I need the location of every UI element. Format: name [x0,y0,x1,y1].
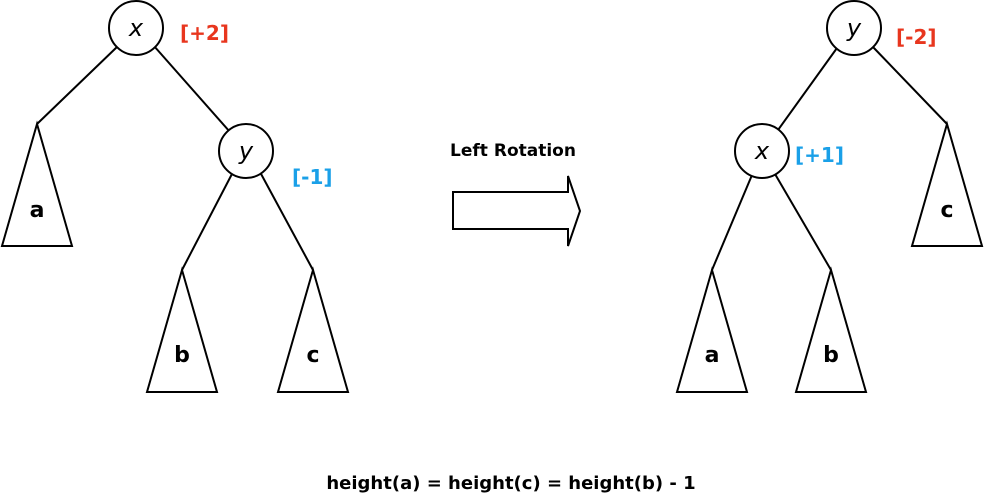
node-y-right-label: y [846,14,862,42]
height-formula: height(a) = height(c) = height(b) - 1 [326,473,695,494]
edge-y-to-c [259,171,314,271]
edge-x-to-a [711,174,753,271]
subtree-a-label: a [30,198,45,223]
subtree-b-triangle-right [794,266,868,393]
right-arrow-icon [452,175,582,247]
node-y [218,123,274,179]
node-x-right [734,123,790,179]
subtree-c-right-label: c [940,198,953,223]
balance-y-right: [-2] [896,25,937,49]
edge-y-to-c [871,45,948,125]
balance-y-left: [-1] [292,165,333,189]
subtree-c-triangle-right [910,120,984,247]
subtree-b-label: b [174,343,190,368]
edge-y-to-b [181,171,234,271]
node-y-right [826,0,882,56]
edge-x-to-a [36,45,119,125]
subtree-b-triangle [145,266,219,393]
left-rotation-caption: Left Rotation [450,141,576,161]
balance-x-left: [+2] [180,21,229,45]
node-x [108,0,164,56]
edge-x-to-b [774,173,832,271]
subtree-b-right-label: b [823,343,839,368]
left-tree [0,0,350,393]
node-x-label: x [128,14,144,42]
edge-y-to-x [777,47,838,131]
subtree-c-label: c [306,343,319,368]
subtree-a-triangle-right [675,266,749,393]
subtree-a-right-label: a [705,343,720,368]
right-tree [675,0,984,393]
edge-x-to-y [153,45,231,133]
subtree-a-triangle [0,120,74,247]
balance-x-right: [+1] [795,143,844,167]
node-y-label: y [238,137,254,165]
node-x-right-label: x [754,137,770,165]
subtree-c-triangle [276,266,350,393]
